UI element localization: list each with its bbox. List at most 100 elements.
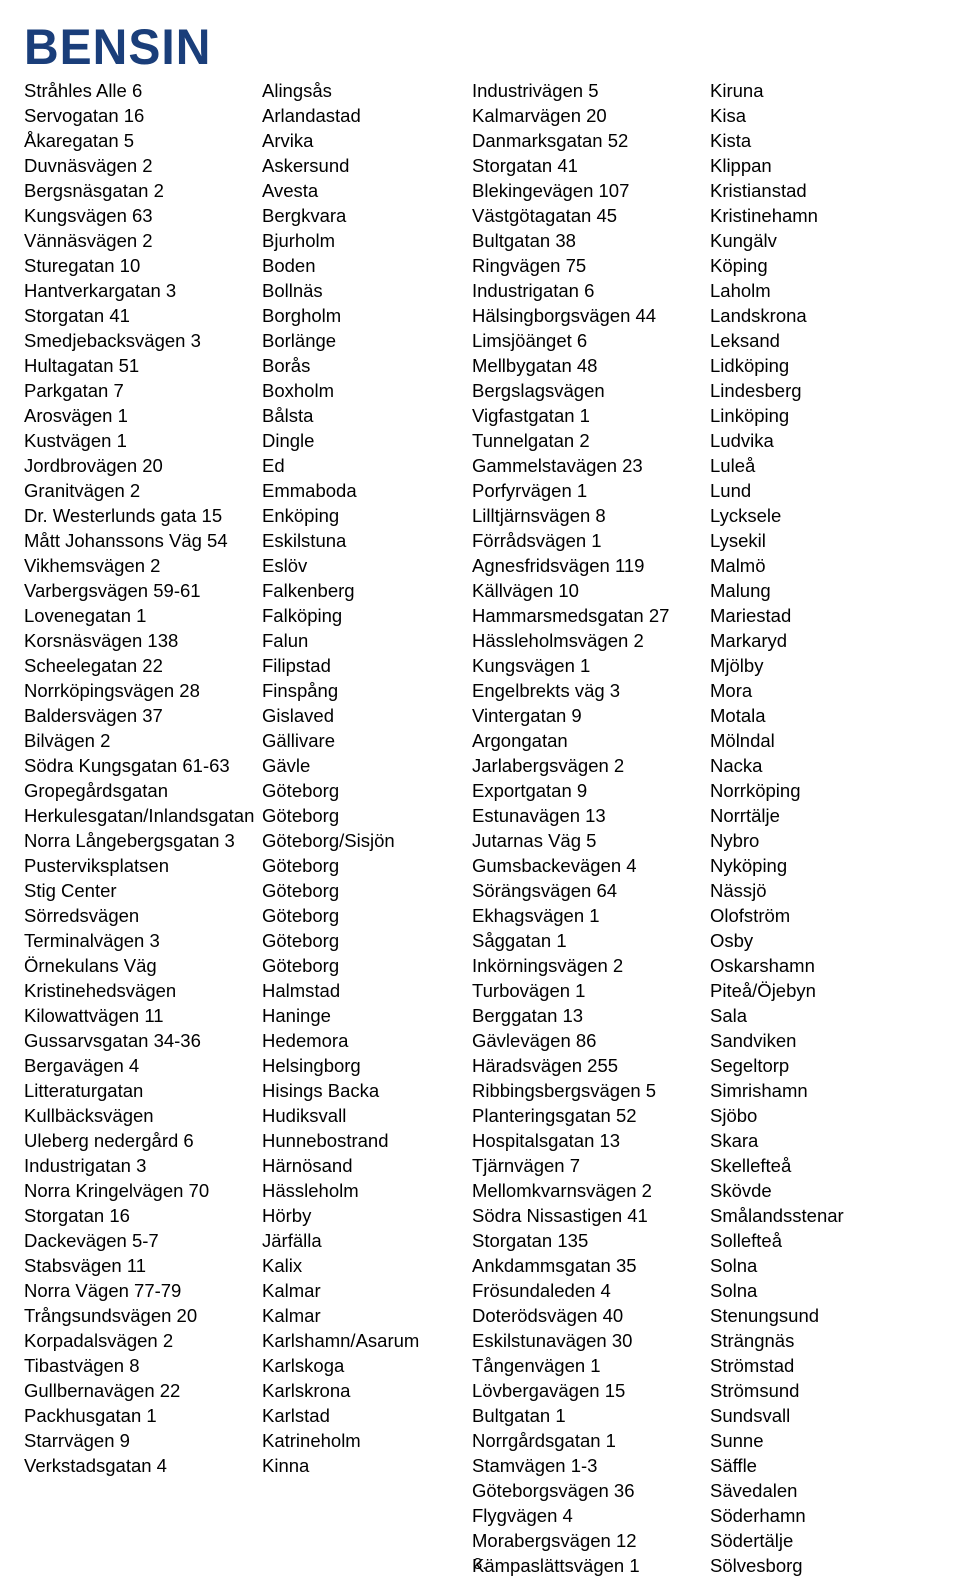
list-item: Ed xyxy=(262,453,472,478)
addresses-column-2: Industrivägen 5Kalmarvägen 20Danmarksgat… xyxy=(472,78,710,1578)
list-item: Kungsvägen 63 xyxy=(24,203,262,228)
list-item: Bergsnäsgatan 2 xyxy=(24,178,262,203)
list-item: Borgholm xyxy=(262,303,472,328)
list-item: Lund xyxy=(710,478,920,503)
list-item: Norrköpingsvägen 28 xyxy=(24,678,262,703)
list-item: Lövbergavägen 15 xyxy=(472,1378,710,1403)
list-item: Kalix xyxy=(262,1253,472,1278)
list-item: Gumsbackevägen 4 xyxy=(472,853,710,878)
list-item: Malmö xyxy=(710,553,920,578)
list-item: Borlänge xyxy=(262,328,472,353)
list-item: Baldersvägen 37 xyxy=(24,703,262,728)
list-item: Gällivare xyxy=(262,728,472,753)
list-item: Planteringsgatan 52 xyxy=(472,1103,710,1128)
list-item: Norra Vägen 77-79 xyxy=(24,1278,262,1303)
list-item: Kullbäcksvägen xyxy=(24,1103,262,1128)
list-item: Segeltorp xyxy=(710,1053,920,1078)
list-item: Frösundaleden 4 xyxy=(472,1278,710,1303)
list-item: Bultgatan 38 xyxy=(472,228,710,253)
list-item: Mellomkvarnsvägen 2 xyxy=(472,1178,710,1203)
list-item: Kiruna xyxy=(710,78,920,103)
list-item: Kämpaslättsvägen 1 xyxy=(472,1553,710,1578)
list-item: Skara xyxy=(710,1128,920,1153)
list-item: Falun xyxy=(262,628,472,653)
list-item: Porfyrvägen 1 xyxy=(472,478,710,503)
list-item: Solna xyxy=(710,1278,920,1303)
list-item: Stamvägen 1-3 xyxy=(472,1453,710,1478)
list-item: Bjurholm xyxy=(262,228,472,253)
list-item: Ribbingsbergsvägen 5 xyxy=(472,1078,710,1103)
list-item: Ludvika xyxy=(710,428,920,453)
list-item: Limsjöänget 6 xyxy=(472,328,710,353)
list-item: Landskrona xyxy=(710,303,920,328)
list-item: Smedjebacksvägen 3 xyxy=(24,328,262,353)
list-item: Solna xyxy=(710,1253,920,1278)
list-item: Gislaved xyxy=(262,703,472,728)
list-item: Lidköping xyxy=(710,353,920,378)
list-item: Tibastvägen 8 xyxy=(24,1353,262,1378)
list-item: Södra Nissastigen 41 xyxy=(472,1203,710,1228)
list-item: Sävedalen xyxy=(710,1478,920,1503)
list-item: Mjölby xyxy=(710,653,920,678)
list-item: Sörängsvägen 64 xyxy=(472,878,710,903)
list-item: Vigfastgatan 1 xyxy=(472,403,710,428)
list-item: Hantverkargatan 3 xyxy=(24,278,262,303)
page-number: 3. xyxy=(473,1556,486,1574)
list-item: Lysekil xyxy=(710,528,920,553)
list-item: Vintergatan 9 xyxy=(472,703,710,728)
list-item: Luleå xyxy=(710,453,920,478)
list-item: Jarlabergsvägen 2 xyxy=(472,753,710,778)
list-item: Boden xyxy=(262,253,472,278)
list-item: Göteborg xyxy=(262,928,472,953)
list-item: Osby xyxy=(710,928,920,953)
list-item: Herkulesgatan/Inlandsgatan xyxy=(24,803,262,828)
list-item: Vännäsvägen 2 xyxy=(24,228,262,253)
list-item: Sjöbo xyxy=(710,1103,920,1128)
list-item: Trångsundsvägen 20 xyxy=(24,1303,262,1328)
list-item: Laholm xyxy=(710,278,920,303)
list-item: Såggatan 1 xyxy=(472,928,710,953)
list-item: Strängnäs xyxy=(710,1328,920,1353)
list-item: Smålandsstenar xyxy=(710,1203,920,1228)
list-item: Nacka xyxy=(710,753,920,778)
list-item: Kungsvägen 1 xyxy=(472,653,710,678)
list-item: Ankdammsgatan 35 xyxy=(472,1253,710,1278)
list-item: Katrineholm xyxy=(262,1428,472,1453)
list-item: Malung xyxy=(710,578,920,603)
list-item: Filipstad xyxy=(262,653,472,678)
list-item: Mellbygatan 48 xyxy=(472,353,710,378)
list-item: Falkenberg xyxy=(262,578,472,603)
list-item: Linköping xyxy=(710,403,920,428)
list-item: Åkaregatan 5 xyxy=(24,128,262,153)
list-item: Kungälv xyxy=(710,228,920,253)
list-item: Hudiksvall xyxy=(262,1103,472,1128)
list-item: Simrishamn xyxy=(710,1078,920,1103)
list-item: Kista xyxy=(710,128,920,153)
list-item: Sunne xyxy=(710,1428,920,1453)
list-item: Arosvägen 1 xyxy=(24,403,262,428)
list-item: Karlstad xyxy=(262,1403,472,1428)
list-item: Borås xyxy=(262,353,472,378)
list-item: Kinna xyxy=(262,1453,472,1478)
list-item: Sandviken xyxy=(710,1028,920,1053)
cities-column-1: AlingsåsArlandastadArvikaAskersundAvesta… xyxy=(262,78,472,1578)
list-item: Duvnäsvägen 2 xyxy=(24,153,262,178)
list-item: Nyköping xyxy=(710,853,920,878)
list-item: Turbovägen 1 xyxy=(472,978,710,1003)
list-item: Köping xyxy=(710,253,920,278)
list-item: Mått Johanssons Väg 54 xyxy=(24,528,262,553)
content-columns: Stråhles Alle 6Servogatan 16Åkaregatan 5… xyxy=(24,78,928,1578)
list-item: Ringvägen 75 xyxy=(472,253,710,278)
list-item: Södra Kungsgatan 61-63 xyxy=(24,753,262,778)
list-item: Sollefteå xyxy=(710,1228,920,1253)
list-item: Tunnelgatan 2 xyxy=(472,428,710,453)
list-item: Flygvägen 4 xyxy=(472,1503,710,1528)
list-item: Göteborg xyxy=(262,903,472,928)
list-item: Göteborg/Sisjön xyxy=(262,828,472,853)
list-item: Järfälla xyxy=(262,1228,472,1253)
list-item: Stenungsund xyxy=(710,1303,920,1328)
list-item: Helsingborg xyxy=(262,1053,472,1078)
list-item: Hospitalsgatan 13 xyxy=(472,1128,710,1153)
list-item: Parkgatan 7 xyxy=(24,378,262,403)
list-item: Industrigatan 3 xyxy=(24,1153,262,1178)
